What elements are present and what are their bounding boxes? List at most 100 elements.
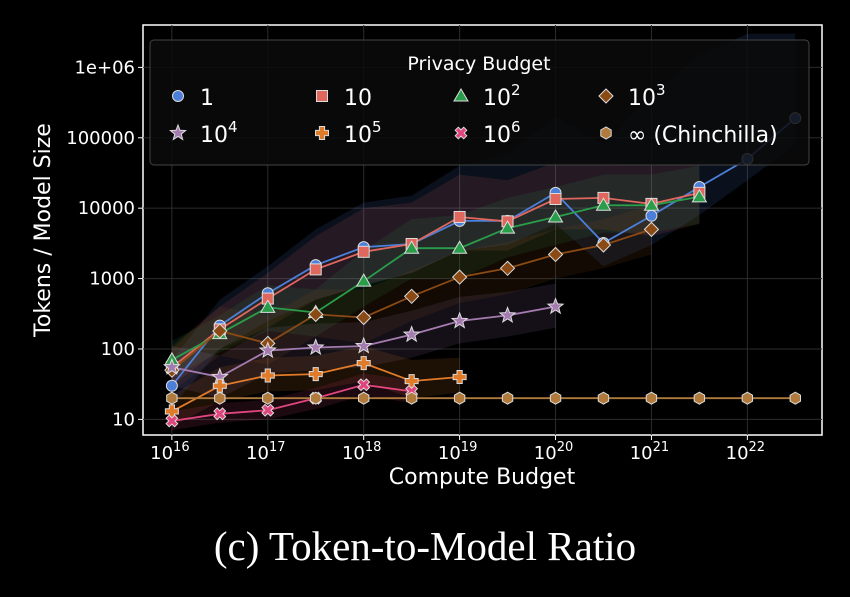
legend-label: ∞ (Chinchilla) — [628, 123, 778, 148]
series-2-point — [355, 273, 372, 287]
series-1-point — [549, 193, 562, 206]
series-7-point — [741, 391, 754, 405]
y-tick-label: 1000 — [89, 269, 135, 290]
legend-marker — [315, 126, 329, 140]
series-4-point — [402, 325, 421, 343]
series-2-point — [451, 240, 468, 254]
series-7-point — [310, 391, 322, 405]
series-7-point — [262, 391, 274, 405]
series-2-band — [171, 165, 700, 377]
series-5-band — [171, 346, 460, 427]
x-tick-label: 1022 — [726, 440, 765, 464]
series-0-line — [171, 117, 796, 387]
series-5-point — [212, 378, 227, 393]
legend-marker — [316, 90, 328, 102]
series-3-point — [595, 237, 612, 253]
x-tick-label: 1019 — [438, 440, 477, 464]
y-axis-label: Tokens / Model Size — [31, 123, 56, 338]
legend-box — [149, 39, 810, 166]
series-6-point — [165, 414, 179, 428]
series-1-point — [453, 210, 466, 223]
series-2-point — [643, 197, 660, 211]
series-7-point — [453, 391, 466, 405]
series-7-point — [405, 391, 418, 405]
x-axis-label: Compute Budget — [389, 465, 576, 490]
legend-label: 10 — [344, 86, 372, 111]
legend-marker — [172, 90, 184, 102]
series-2-point — [547, 208, 564, 223]
x-tick-label: 1021 — [630, 440, 669, 464]
legend-marker — [454, 126, 468, 140]
series-4-point — [162, 357, 181, 375]
series-3-point — [308, 306, 324, 323]
y-tick-label: 100 — [101, 339, 135, 360]
y-tick-labels: 10 100 1000 10000 100000 1e+06 — [66, 57, 143, 430]
series-3-point — [643, 221, 660, 238]
series-7-point — [549, 391, 562, 405]
legend-label: 105 — [344, 118, 382, 148]
series-7-point — [789, 391, 801, 405]
series-5-point — [308, 367, 323, 382]
series-4-point — [546, 297, 565, 315]
series-2-point — [499, 220, 516, 234]
series-6-point — [213, 407, 227, 421]
series-2-point — [403, 240, 420, 254]
series-3-point — [499, 260, 516, 277]
series-markers — [162, 112, 802, 428]
series-1-line — [171, 192, 700, 369]
series-7-point — [501, 391, 514, 405]
series-0-point — [165, 379, 178, 392]
legend-marker — [453, 88, 469, 102]
series-6-point — [261, 403, 275, 417]
series-3-point — [212, 323, 228, 339]
x-tick-label: 1017 — [246, 440, 285, 464]
series-5-point — [260, 368, 275, 383]
legend-marker — [600, 126, 612, 140]
series-7-point — [358, 391, 370, 405]
x-tick-label: 1016 — [150, 440, 189, 464]
series-2-point — [595, 197, 612, 211]
legend-label: 1 — [200, 86, 214, 111]
series-6-line — [171, 383, 412, 422]
series-3-point — [451, 269, 468, 285]
series-4-point — [306, 338, 325, 356]
series-2-point — [259, 299, 276, 313]
series-2-point — [691, 188, 708, 203]
series-6-point — [357, 378, 371, 392]
series-7-point — [166, 391, 178, 405]
series-2-line — [171, 195, 700, 361]
series-4-point — [258, 341, 277, 359]
chart: 1016 1017 1018 1019 1020 1021 1022 10100100010… — [31, 24, 823, 490]
x-tick-labels: 1016 1017 1018 1019 1020 1021 1022 — [150, 435, 765, 464]
y-tick-label: 10000 — [78, 198, 135, 219]
legend-items: 1 10 102 103 104 105 106 ∞ (Chinchilla) — [169, 81, 778, 148]
legend-marker — [598, 88, 614, 104]
series-1-band — [171, 162, 700, 386]
series-3-point — [403, 288, 420, 305]
legend-label: 104 — [200, 118, 238, 148]
legend-marker — [169, 123, 187, 141]
series-4-point — [450, 311, 469, 329]
series-0-point — [645, 209, 658, 222]
x-tick-label: 1018 — [342, 440, 381, 464]
series-3-point — [355, 309, 372, 326]
series-1-point — [309, 263, 322, 276]
series-5-point — [452, 369, 467, 384]
y-tick-label: 1e+06 — [74, 57, 135, 78]
legend-label: 106 — [483, 118, 521, 148]
series-1-point — [357, 245, 370, 258]
legend-label: 102 — [483, 81, 521, 111]
series-7-point — [693, 391, 706, 405]
legend-label: 103 — [628, 81, 666, 111]
series-5-point — [356, 356, 371, 371]
series-4-point — [498, 305, 517, 324]
series-7-point — [597, 391, 610, 405]
legend-title: Privacy Budget — [407, 53, 550, 75]
figure-caption: (c) Token-to-Model Ratio — [213, 523, 637, 569]
series-7-point — [645, 391, 658, 405]
y-tick-label: 10 — [112, 409, 135, 430]
x-tick-label: 1020 — [534, 440, 573, 464]
y-tick-label: 100000 — [66, 128, 135, 149]
series-7-point — [214, 391, 226, 405]
series-3-point — [547, 246, 564, 263]
